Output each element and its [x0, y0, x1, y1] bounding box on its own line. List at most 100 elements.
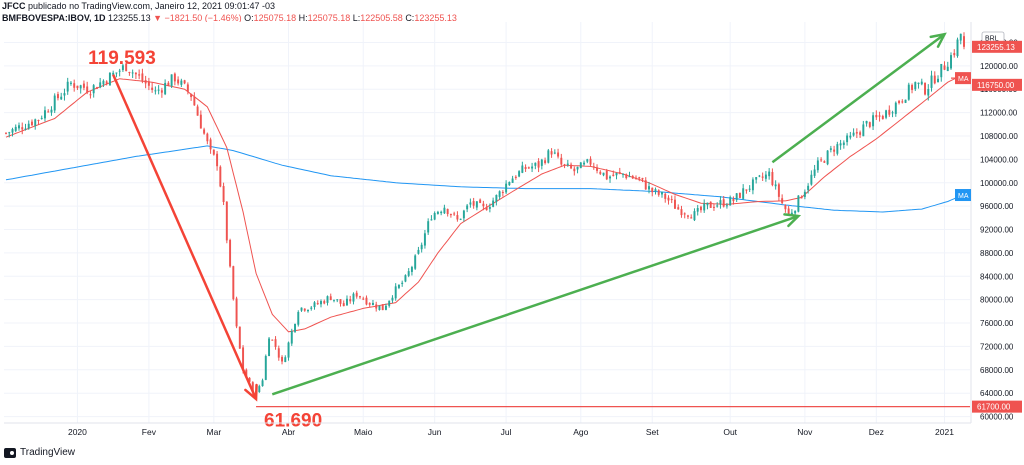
- candle-body: [813, 169, 816, 176]
- candle-body: [446, 208, 449, 215]
- candle-body: [524, 167, 527, 169]
- publish-text: publicado no TradingView.com, Janeiro 12…: [28, 1, 276, 11]
- candle-body: [907, 84, 910, 100]
- candle-body: [618, 172, 621, 174]
- candle-body: [384, 305, 387, 310]
- candle-body: [768, 171, 771, 177]
- candle-body: [732, 198, 735, 202]
- candle-body: [690, 217, 693, 219]
- close-value: 123255.13: [414, 13, 457, 23]
- ma-tag-label: MA: [958, 193, 969, 200]
- candle-body: [557, 152, 560, 157]
- candle-body: [680, 209, 683, 216]
- candle-body: [66, 81, 69, 92]
- candle-body: [203, 129, 206, 134]
- candle-body: [472, 201, 475, 206]
- candle-body: [313, 302, 316, 308]
- candle-body: [859, 132, 862, 135]
- low-label: L:: [352, 13, 361, 23]
- candle-body: [894, 102, 897, 114]
- candle-body: [544, 160, 547, 164]
- y-tick-label: 76000.00: [980, 319, 1014, 328]
- candle-body: [521, 165, 524, 173]
- candle-body: [703, 203, 706, 211]
- candle-body: [599, 171, 602, 174]
- x-tick-label: Ago: [573, 427, 588, 437]
- price-axis-tag-label: 123255.13: [977, 43, 1015, 52]
- candle-body: [748, 188, 751, 190]
- candle-body: [34, 119, 37, 126]
- candle-body: [901, 101, 904, 103]
- y-tick-label: 108000.00: [980, 132, 1018, 141]
- high-value: 125075.18: [307, 13, 351, 23]
- candle-body: [664, 193, 667, 199]
- candle-body: [579, 162, 582, 169]
- candle-body: [586, 159, 589, 162]
- candle-body: [657, 190, 660, 195]
- candle-body: [417, 249, 420, 254]
- candle-body: [479, 199, 482, 203]
- candle-body: [940, 63, 943, 78]
- candle-body: [375, 304, 378, 309]
- candle-body: [829, 148, 832, 150]
- candle-body: [592, 166, 595, 168]
- candle-body: [764, 174, 767, 179]
- candle-body: [27, 123, 30, 129]
- candle-body: [758, 175, 761, 177]
- price-axis-tag: [972, 400, 1022, 413]
- high-price-annotation: 119.593: [88, 48, 156, 69]
- candle-body: [774, 184, 777, 187]
- candle-body: [609, 176, 612, 179]
- candle-body: [229, 240, 232, 267]
- candle-body: [134, 72, 137, 75]
- candle-body: [238, 326, 241, 349]
- candle-body: [79, 85, 82, 89]
- candle-body: [349, 299, 352, 302]
- candle-body: [475, 201, 478, 208]
- candle-body: [284, 357, 287, 363]
- candle-body: [914, 82, 917, 90]
- candle-body: [323, 301, 326, 304]
- candle-body: [820, 159, 823, 161]
- candle-body: [248, 377, 251, 382]
- x-tick-label: Jul: [501, 427, 512, 437]
- candle-body: [199, 114, 202, 129]
- candle-body: [365, 297, 368, 305]
- candle-body: [63, 93, 66, 96]
- candle-body: [485, 207, 488, 211]
- y-tick-label: 104000.00: [980, 155, 1018, 164]
- candle-body: [761, 176, 764, 178]
- candle-body: [898, 100, 901, 104]
- candle-body: [225, 201, 228, 241]
- candle-body: [797, 195, 800, 212]
- candle-body: [508, 181, 511, 186]
- candle-body: [459, 218, 462, 220]
- candle-body: [495, 195, 498, 202]
- candle-body: [456, 215, 459, 220]
- candle-body: [164, 82, 167, 95]
- candle-body: [709, 201, 712, 208]
- candle-body: [865, 120, 868, 124]
- candle-body: [5, 132, 7, 134]
- footer-brand: TradingView: [20, 447, 76, 458]
- candle-body: [264, 356, 267, 380]
- candle-body: [21, 127, 24, 130]
- x-tick-label: Maio: [354, 427, 373, 437]
- candle-body: [212, 149, 215, 155]
- candle-body: [355, 292, 358, 297]
- candle-body: [790, 212, 793, 216]
- candle-body: [816, 160, 819, 171]
- candle-body: [242, 347, 245, 371]
- candle-body: [605, 170, 608, 180]
- candle-body: [644, 180, 647, 190]
- candle-body: [401, 282, 404, 284]
- candle-body: [196, 106, 199, 116]
- y-tick-label: 112000.00: [980, 109, 1018, 118]
- candle-body: [693, 211, 696, 221]
- candle-body: [488, 206, 491, 209]
- candle-body: [141, 73, 144, 81]
- candle-body: [37, 120, 40, 122]
- candle-body: [511, 178, 514, 183]
- candle-body: [745, 189, 748, 191]
